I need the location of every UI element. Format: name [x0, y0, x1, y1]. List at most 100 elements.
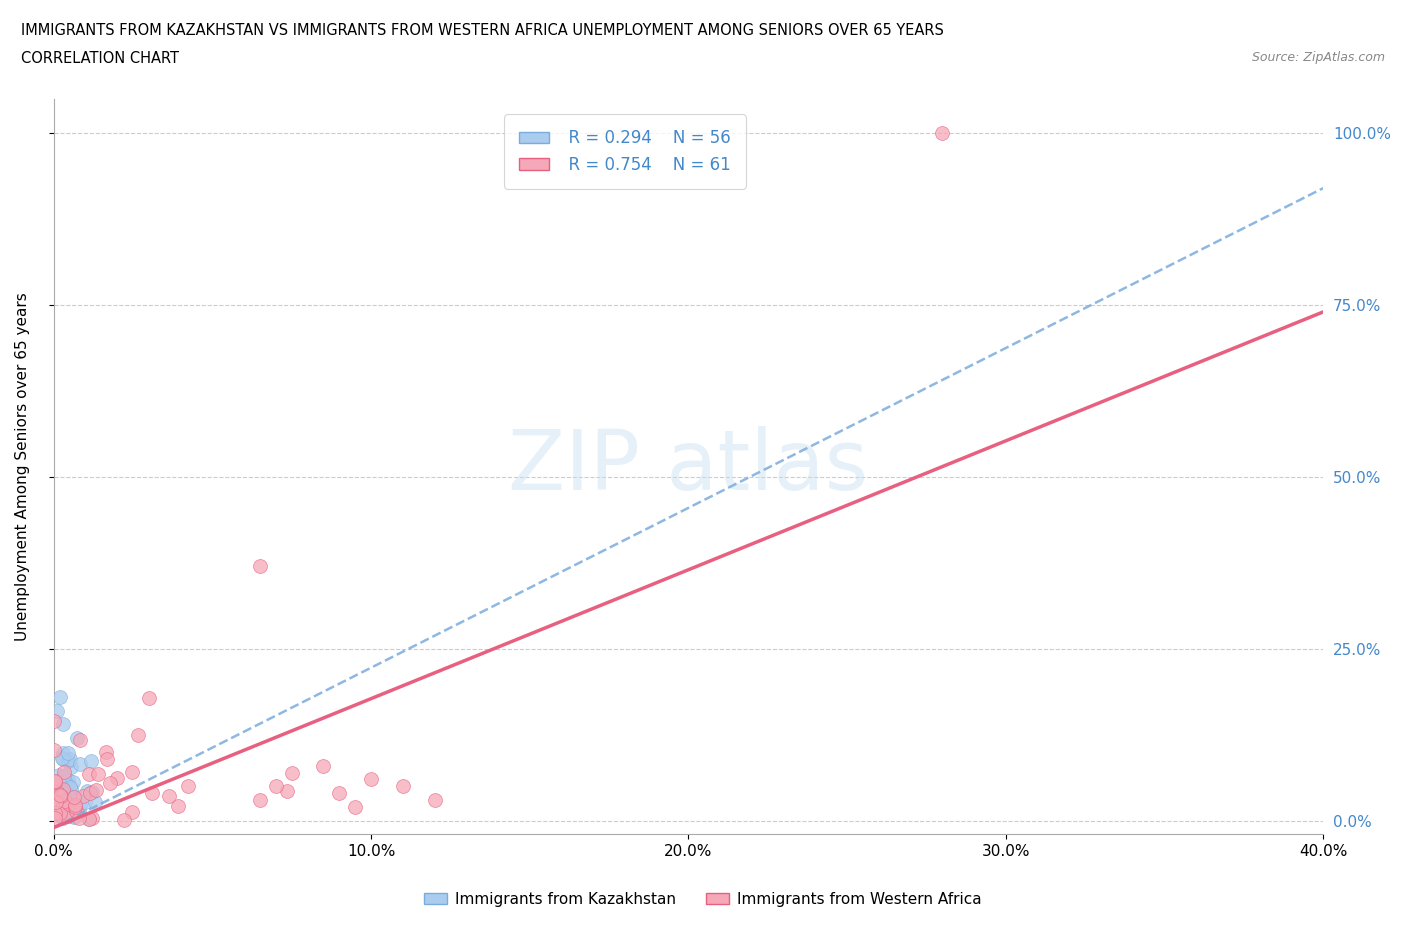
Point: [45, 784, 67, 799]
Point: [138, 690, 160, 705]
Point: [63, 800, 86, 815]
Point: [42, 713, 65, 728]
Point: [44, 775, 66, 790]
Point: [60, 760, 83, 775]
Point: [344, 800, 367, 815]
Point: [249, 792, 271, 807]
Point: [63, 790, 86, 804]
Point: [53, 805, 76, 820]
Point: [69, 733, 91, 748]
Point: [72, 789, 94, 804]
Point: [58, 805, 80, 820]
Point: [51, 751, 73, 765]
Point: [51, 784, 73, 799]
Point: [69, 798, 91, 813]
Point: [67, 810, 90, 825]
Point: [276, 784, 298, 799]
Point: [112, 812, 135, 827]
Legend:   R = 0.294    N = 56,   R = 0.754    N = 61: R = 0.294 N = 56, R = 0.754 N = 61: [505, 114, 745, 189]
Point: [42, 743, 65, 758]
Point: [76, 783, 98, 798]
Point: [58, 797, 80, 812]
Point: [264, 779, 287, 794]
Point: [49, 809, 72, 824]
Point: [73, 795, 96, 810]
Point: [48, 805, 70, 820]
Point: [45, 794, 67, 809]
Point: [52, 717, 75, 732]
Point: [80, 785, 103, 800]
Point: [55, 781, 77, 796]
Point: [105, 771, 128, 786]
Point: [46, 796, 69, 811]
Y-axis label: Unemployment Among Seniors over 65 years: Unemployment Among Seniors over 65 years: [15, 292, 30, 641]
Point: [51, 809, 73, 824]
Point: [62, 804, 84, 818]
Point: [45, 805, 67, 820]
Point: [59, 751, 82, 766]
Point: [77, 766, 100, 781]
Point: [53, 769, 76, 784]
Point: [49, 799, 72, 814]
Point: [46, 774, 69, 789]
Point: [80, 810, 103, 825]
Point: [77, 811, 100, 826]
Point: [67, 804, 90, 818]
Point: [44, 806, 66, 821]
Point: [58, 789, 80, 804]
Point: [52, 802, 75, 817]
Point: [52, 810, 75, 825]
Point: [48, 801, 70, 816]
Point: [48, 768, 70, 783]
Point: [51, 801, 73, 816]
Point: [121, 804, 143, 819]
Point: [52, 781, 75, 796]
Point: [56, 746, 79, 761]
Point: [51, 781, 73, 796]
Point: [167, 798, 190, 813]
Point: [62, 775, 84, 790]
Point: [328, 786, 350, 801]
Point: [157, 789, 180, 804]
Point: [360, 772, 382, 787]
Point: [59, 779, 82, 794]
Point: [53, 793, 76, 808]
Point: [45, 793, 67, 808]
Point: [65, 804, 87, 818]
Text: ZIP atlas: ZIP atlas: [509, 426, 869, 507]
Point: [56, 777, 79, 792]
Point: [55, 775, 77, 790]
Point: [177, 779, 200, 794]
Point: [60, 805, 83, 820]
Point: [87, 766, 110, 781]
Point: [52, 746, 75, 761]
Point: [62, 802, 84, 817]
Text: Source: ZipAtlas.com: Source: ZipAtlas.com: [1251, 51, 1385, 64]
Point: [45, 803, 67, 817]
Point: [83, 794, 105, 809]
Point: [52, 765, 75, 780]
Point: [45, 703, 67, 718]
Point: [931, 126, 953, 140]
Point: [59, 808, 82, 823]
Point: [312, 758, 335, 773]
Point: [51, 794, 73, 809]
Point: [51, 798, 73, 813]
Point: [280, 765, 302, 780]
Point: [96, 751, 118, 766]
Text: IMMIGRANTS FROM KAZAKHSTAN VS IMMIGRANTS FROM WESTERN AFRICA UNEMPLOYMENT AMONG : IMMIGRANTS FROM KAZAKHSTAN VS IMMIGRANTS…: [21, 23, 943, 38]
Point: [62, 801, 84, 816]
Point: [51, 789, 73, 804]
Legend: Immigrants from Kazakhstan, Immigrants from Western Africa: Immigrants from Kazakhstan, Immigrants f…: [418, 886, 988, 913]
Point: [49, 788, 72, 803]
Point: [60, 782, 83, 797]
Point: [52, 782, 75, 797]
Point: [53, 801, 76, 816]
Point: [127, 728, 149, 743]
Point: [77, 812, 100, 827]
Point: [48, 808, 70, 823]
Point: [58, 773, 80, 788]
Point: [423, 792, 446, 807]
Point: [69, 757, 91, 772]
Point: [79, 753, 101, 768]
